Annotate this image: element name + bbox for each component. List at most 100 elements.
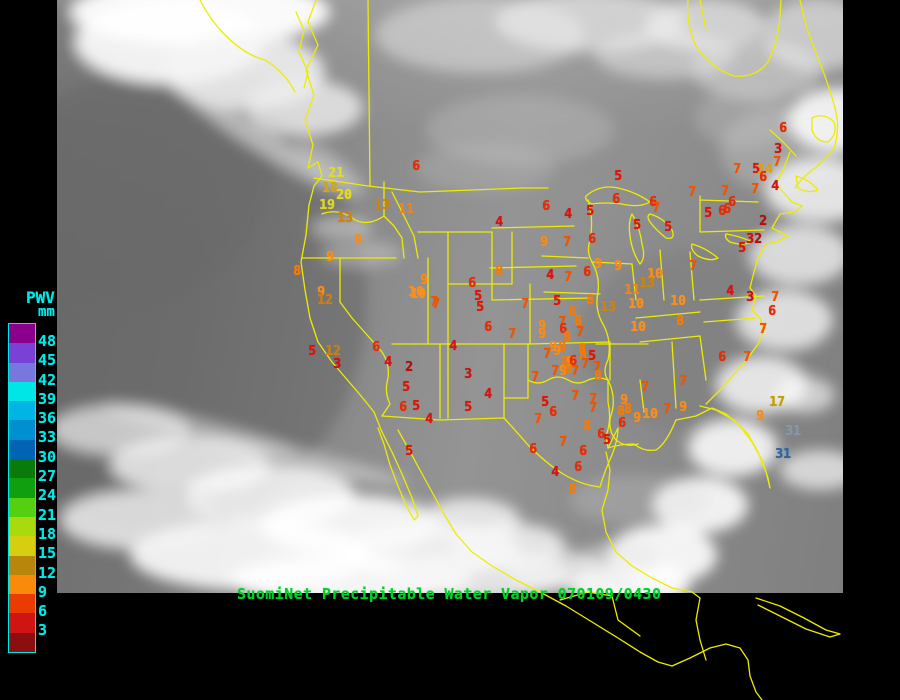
station-pwv-value: 10 bbox=[628, 296, 644, 312]
station-pwv-value: 9 bbox=[620, 392, 628, 408]
coastline-pacific bbox=[300, 0, 375, 413]
legend-value-label: 36 bbox=[38, 409, 57, 428]
river-rio-grande bbox=[503, 417, 619, 488]
legend-value-label: 21 bbox=[38, 505, 57, 524]
station-pwv-value: 3 bbox=[746, 289, 754, 305]
coastline-hudson-bay bbox=[687, 0, 782, 77]
station-pwv-value: 9 bbox=[756, 408, 764, 424]
station-pwv-value: 8 bbox=[293, 263, 301, 279]
station-pwv-value: 9 bbox=[633, 410, 641, 426]
border-va-nc-sc bbox=[699, 295, 765, 323]
station-pwv-value: 6 bbox=[468, 275, 476, 291]
station-pwv-value: 8 bbox=[561, 354, 569, 370]
station-pwv-value: 7 bbox=[571, 363, 579, 379]
station-pwv-value: 6 bbox=[612, 191, 620, 207]
lake-superior bbox=[584, 186, 651, 207]
station-pwv-value: 6 bbox=[579, 443, 587, 459]
station-pwv-value: 7 bbox=[652, 200, 660, 216]
station-pwv-value: 10 bbox=[630, 319, 646, 335]
station-pwv-value: 7 bbox=[721, 183, 729, 199]
legend-swatch bbox=[9, 555, 35, 575]
station-pwv-value: 5 bbox=[752, 161, 760, 177]
station-pwv-value: 10 bbox=[670, 293, 686, 309]
station-pwv-value: 8 bbox=[563, 329, 571, 345]
station-pwv-value: 7 bbox=[679, 373, 687, 389]
coastline-nova-scotia bbox=[795, 175, 819, 193]
station-pwv-value: 21 bbox=[328, 165, 344, 181]
legend-value-label: 42 bbox=[38, 370, 57, 389]
legend-swatch bbox=[9, 497, 35, 517]
station-pwv-value: 9 bbox=[326, 249, 334, 265]
station-pwv-value: 8 bbox=[579, 348, 587, 364]
station-pwv-value: 10 bbox=[647, 266, 663, 282]
legend-swatch bbox=[9, 343, 35, 363]
station-pwv-value: 8 bbox=[586, 292, 594, 308]
station-pwv-value: 17 bbox=[769, 394, 785, 410]
station-pwv-value: 3 bbox=[774, 141, 782, 157]
station-pwv-value: 10 bbox=[408, 284, 424, 300]
station-pwv-value: 5 bbox=[476, 299, 484, 315]
station-pwv-value: 6 bbox=[718, 349, 726, 365]
border-tx-panhandle bbox=[503, 343, 529, 419]
station-pwv-value: 7 bbox=[771, 289, 779, 305]
station-pwv-value: 11 bbox=[624, 282, 640, 298]
station-pwv-value: 9 bbox=[317, 284, 325, 300]
station-pwv-value: 2 bbox=[754, 231, 762, 247]
legend-title: PWV bbox=[26, 288, 55, 307]
border-us-mexico-west bbox=[381, 415, 505, 421]
station-pwv-value: 7 bbox=[551, 363, 559, 379]
coastline-mexico-west bbox=[397, 429, 673, 667]
station-pwv-value: 7 bbox=[589, 400, 597, 416]
coastline-baja bbox=[373, 411, 419, 521]
station-pwv-value: 9 bbox=[540, 234, 548, 250]
station-pwv-value: 7 bbox=[430, 294, 438, 310]
border-or-id bbox=[383, 215, 405, 259]
station-pwv-value: 5 bbox=[738, 240, 746, 256]
legend-swatch bbox=[9, 574, 35, 595]
border-ky-tn bbox=[635, 311, 701, 343]
station-pwv-value: 6 bbox=[588, 231, 596, 247]
legend-swatch bbox=[9, 381, 35, 402]
station-pwv-value: 8 bbox=[624, 401, 632, 417]
station-pwv-value: 6 bbox=[723, 201, 731, 217]
station-pwv-value: 5 bbox=[588, 348, 596, 364]
station-pwv-value: 31 bbox=[785, 423, 801, 439]
station-pwv-value: 2 bbox=[405, 359, 413, 375]
border-plains-states bbox=[489, 225, 593, 301]
station-pwv-value: 8 bbox=[564, 361, 572, 377]
station-pwv-value: 5 bbox=[664, 219, 672, 235]
station-pwv-value: 6 bbox=[569, 353, 577, 369]
station-pwv-value: 7 bbox=[543, 346, 551, 362]
legend-swatch bbox=[9, 459, 35, 479]
coastline-gulf bbox=[607, 419, 677, 452]
border-province-quebec bbox=[699, 0, 707, 31]
station-pwv-value: 5 bbox=[464, 399, 472, 415]
station-pwv-value: 5 bbox=[402, 379, 410, 395]
station-pwv-value: 9 bbox=[538, 318, 546, 334]
legend-value-label: 48 bbox=[38, 332, 57, 350]
station-pwv-value: 5 bbox=[553, 293, 561, 309]
legend-value-label: 18 bbox=[38, 524, 57, 543]
station-pwv-value: 31 bbox=[775, 446, 791, 462]
station-pwv-value: 20 bbox=[336, 187, 352, 203]
border-tx-la bbox=[605, 379, 611, 449]
station-pwv-value: 6 bbox=[529, 441, 537, 457]
station-pwv-value: 6 bbox=[372, 339, 380, 355]
coastline-cuba bbox=[755, 597, 841, 638]
station-pwv-value: 6 bbox=[549, 404, 557, 420]
station-pwv-value: 4 bbox=[425, 411, 433, 427]
station-pwv-value: 4 bbox=[726, 283, 734, 299]
station-pwv-value: 7 bbox=[743, 349, 751, 365]
station-pwv-value: 5 bbox=[308, 343, 316, 359]
station-pwv-value: 3 bbox=[464, 366, 472, 382]
station-pwv-value: 8 bbox=[583, 418, 591, 434]
station-pwv-value: 7 bbox=[521, 296, 529, 312]
station-pwv-value: 7 bbox=[563, 234, 571, 250]
station-pwv-value: 5 bbox=[586, 203, 594, 219]
border-deep-south bbox=[639, 335, 707, 413]
legend-value-label: 39 bbox=[38, 389, 57, 408]
river-red-ok-tx bbox=[527, 376, 609, 384]
legend-value-label: 12 bbox=[38, 563, 57, 582]
